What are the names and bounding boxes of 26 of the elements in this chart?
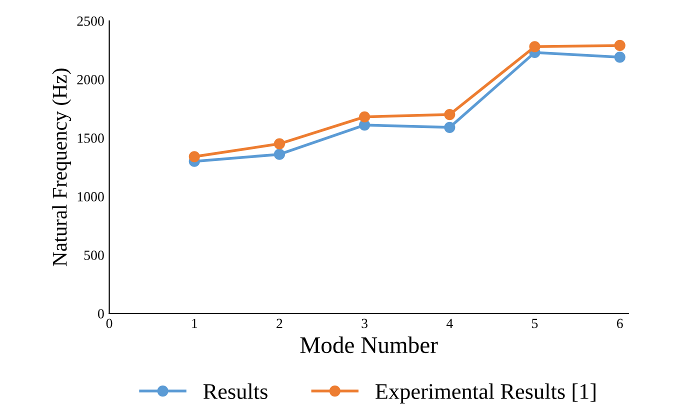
legend-label: Results (203, 383, 268, 400)
x-tick-label: 5 (532, 318, 538, 328)
x-tick-label: 6 (616, 318, 623, 328)
point (274, 138, 286, 150)
point (274, 148, 286, 160)
point (188, 151, 200, 162)
y-tick-label: 1000 (78, 192, 104, 202)
point (614, 40, 626, 52)
x-tick-label: 3 (362, 318, 368, 328)
y-axis-title: Natural Frequency (Hz) (52, 68, 72, 266)
y-tick-label: 0 (98, 309, 104, 318)
y-tick-label: 1500 (78, 134, 104, 143)
point (359, 111, 370, 122)
x-tick-label: 0 (106, 318, 112, 328)
y-tick-label: 2500 (77, 16, 104, 26)
point (444, 108, 456, 120)
point (529, 41, 540, 52)
y-tick-label: 500 (84, 250, 104, 260)
y-tick-label: 2000 (77, 75, 104, 84)
point (614, 52, 626, 63)
x-tick-label: 2 (276, 318, 282, 328)
legend-label: Experimental Results [1] (376, 383, 596, 404)
x-tick-label: 1 (192, 318, 198, 328)
x-axis-title: Mode Number (300, 336, 438, 354)
x-tick-label: 4 (446, 318, 453, 328)
point (444, 122, 456, 133)
